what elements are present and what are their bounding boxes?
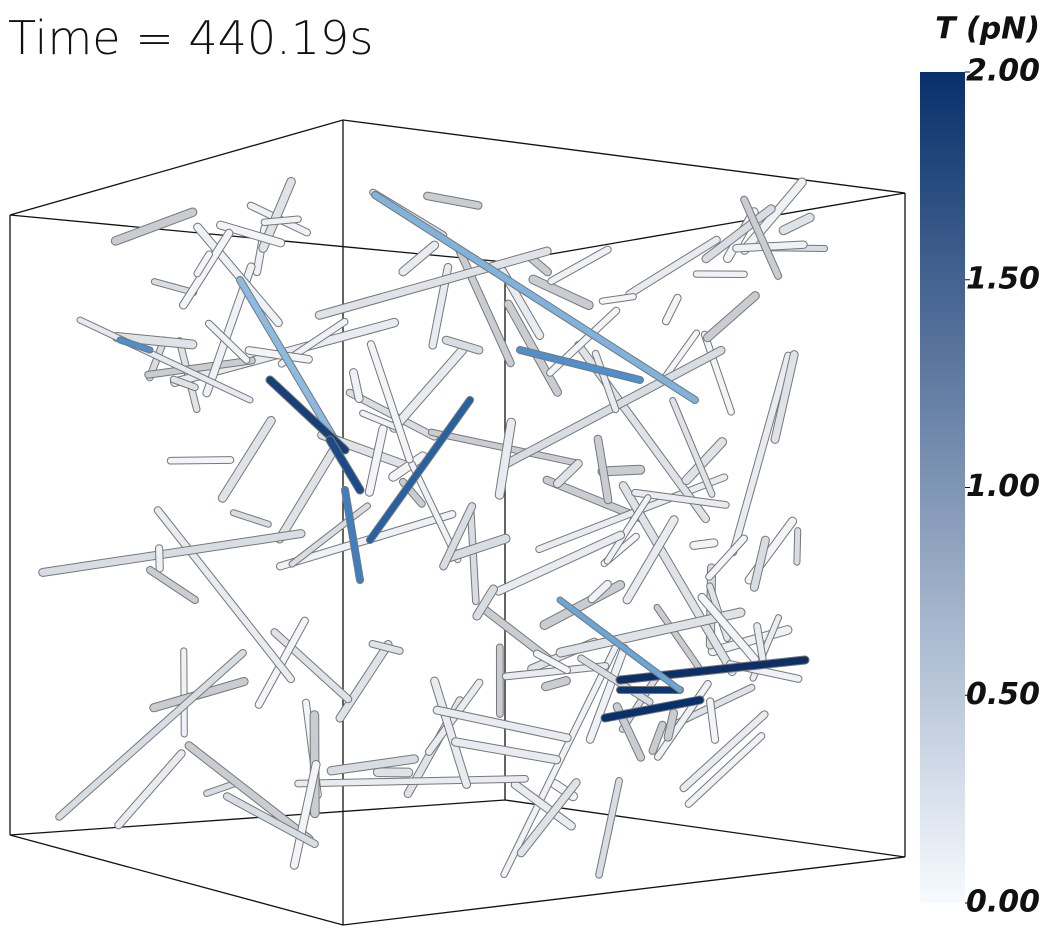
filament (456, 742, 557, 760)
filament (733, 356, 788, 553)
colorbar-tick-label: 1.50 (966, 261, 1040, 296)
colorbar-ticks: 0.00 0.50 1.00 1.50 2.00 (965, 54, 1040, 920)
filament (599, 781, 619, 875)
filament (708, 296, 756, 338)
filaments (43, 182, 825, 875)
filament (403, 245, 434, 271)
filament (159, 548, 160, 568)
filament (43, 534, 301, 573)
filament (694, 543, 714, 546)
filament (629, 240, 716, 294)
filament (657, 607, 698, 666)
filament (394, 350, 463, 428)
filament (658, 684, 708, 757)
filament (373, 644, 400, 651)
filament (340, 645, 388, 719)
filament (558, 464, 579, 484)
colorbar-tick-label: 0.00 (966, 885, 1040, 920)
filament (119, 754, 182, 826)
filament (264, 219, 298, 222)
filament (150, 570, 195, 600)
visualization: Time = 440.19s T (pN) 0.00 0.50 1.00 1.50 2.… (0, 0, 1049, 928)
colorbar-tick-label: 2.00 (966, 54, 1040, 89)
bounding-box (10, 120, 905, 925)
filament (171, 460, 231, 461)
filament (345, 490, 360, 580)
colorbar-tick-label: 1.00 (966, 469, 1040, 504)
filament (280, 445, 337, 539)
filament (684, 714, 765, 788)
filament (375, 195, 695, 400)
filament (551, 250, 607, 281)
colorbar-tick-label: 0.50 (966, 677, 1040, 712)
time-label: Time = 440.19s (8, 11, 373, 65)
box-top (10, 120, 905, 262)
filament (705, 334, 731, 411)
filament (602, 470, 640, 472)
filament (233, 513, 268, 524)
filament (446, 340, 479, 350)
colorbar (920, 72, 965, 903)
filament (797, 531, 798, 563)
filament (596, 354, 616, 410)
colorbar-title: T (pN) (935, 12, 1040, 47)
filament (427, 196, 478, 205)
box-bottom (10, 800, 905, 925)
